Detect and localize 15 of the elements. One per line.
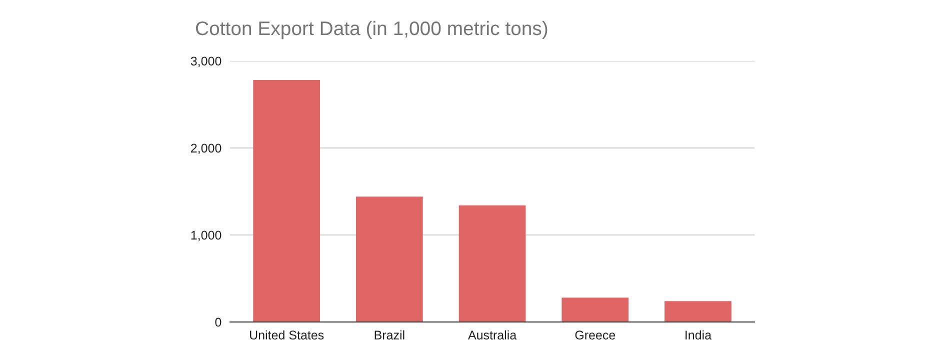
x-tick-label: India <box>686 330 712 340</box>
y-tick-label: 2,000 <box>191 144 222 154</box>
y-tick-label: 1,000 <box>191 230 222 242</box>
bar <box>253 80 320 322</box>
x-tick-label: Australia <box>468 330 517 340</box>
bar <box>664 301 732 322</box>
x-tick-label: Brazil <box>374 330 404 340</box>
chart-title: Cotton Export Data (in 1,000 metric tons) <box>196 20 548 40</box>
x-tick-label: Greece <box>575 330 616 340</box>
bar <box>562 298 629 322</box>
bar <box>458 205 526 322</box>
y-tick-label: 3,000 <box>190 56 222 68</box>
x-tick-label: United States <box>250 330 324 340</box>
bar <box>356 196 423 322</box>
y-tick-label: 0 <box>215 318 222 327</box>
